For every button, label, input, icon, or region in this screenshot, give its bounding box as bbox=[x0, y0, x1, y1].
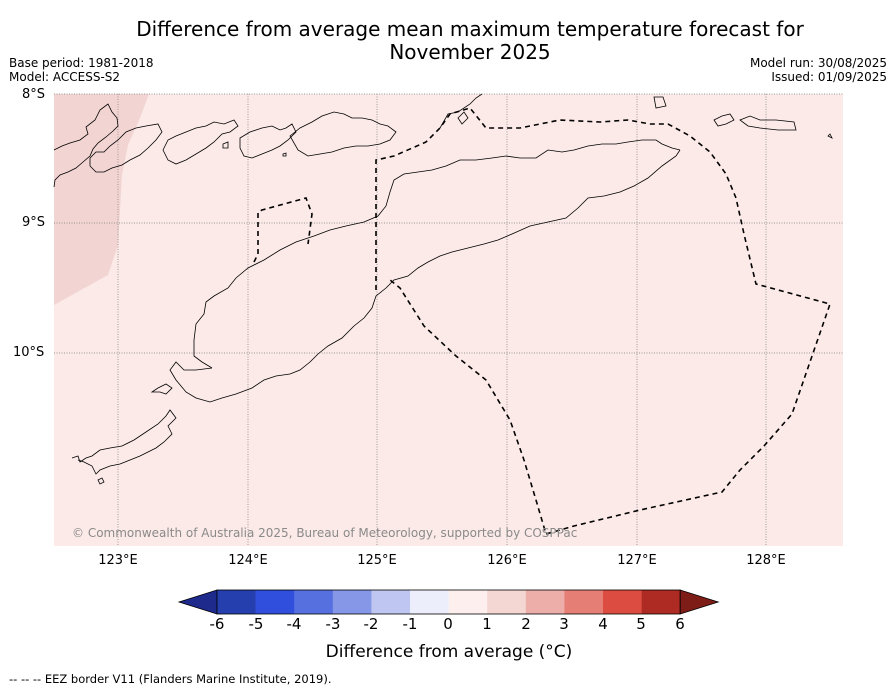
map-background bbox=[54, 94, 843, 546]
lon-label-124e: 124°E bbox=[228, 553, 268, 568]
gridlines bbox=[54, 93, 843, 546]
lat-label-10s: 10°S bbox=[13, 345, 45, 360]
timor-west-tip bbox=[150, 383, 173, 395]
lon-label-127e: 127°E bbox=[617, 553, 657, 568]
map-title: Difference from average mean maximum tem… bbox=[0, 18, 896, 64]
meta-right: Model run: 30/08/2025 Issued: 01/09/2025 bbox=[750, 56, 887, 84]
leti-island bbox=[739, 115, 797, 131]
colorbar-title: Difference from average (°C) bbox=[325, 642, 573, 662]
wetar-island bbox=[439, 93, 483, 129]
colorbar-segment bbox=[371, 590, 411, 614]
lat-label-8s: 8°S bbox=[22, 87, 46, 102]
small-island-3 bbox=[653, 96, 667, 109]
copyright-text: © Commonwealth of Australia 2025, Bureau… bbox=[72, 526, 578, 540]
flores-inner bbox=[89, 123, 163, 173]
lon-label-128e: 128°E bbox=[746, 553, 786, 568]
title-line-1: Difference from average mean maximum tem… bbox=[136, 17, 804, 41]
eez-border bbox=[253, 107, 832, 535]
cb-tick-3: 3 bbox=[559, 615, 569, 633]
kisar-island bbox=[713, 113, 735, 127]
eez-main bbox=[375, 107, 832, 535]
warm-anomaly-patch bbox=[54, 94, 149, 305]
colorbar-segment bbox=[525, 590, 565, 614]
coastlines bbox=[53, 93, 833, 485]
colorbar-segment bbox=[294, 590, 334, 614]
eez-oecusse bbox=[253, 197, 313, 263]
issued-text: Issued: 01/09/2025 bbox=[771, 70, 887, 84]
model-run-text: Model run: 30/08/2025 bbox=[749, 56, 887, 70]
cb-tick-minus4: -4 bbox=[286, 615, 302, 633]
cb-tick-minus5: -5 bbox=[248, 615, 264, 633]
timor-south-coast bbox=[169, 149, 681, 403]
cb-tick-minus3: -3 bbox=[325, 615, 341, 633]
cb-tick-6: 6 bbox=[675, 615, 685, 633]
colorbar-segment bbox=[255, 590, 295, 614]
alor-island bbox=[239, 123, 297, 159]
colorbar-extend-low bbox=[177, 589, 218, 615]
colorbar-segment bbox=[603, 590, 642, 614]
colorbar-segment bbox=[448, 590, 488, 614]
cb-tick-4: 4 bbox=[598, 615, 608, 633]
colorbar-segment bbox=[332, 590, 372, 614]
cb-tick-1: 1 bbox=[482, 615, 492, 633]
colorbar-segment bbox=[487, 590, 527, 614]
small-island-2 bbox=[282, 152, 287, 157]
colorbar-segment bbox=[217, 590, 256, 614]
base-period-text: Base period: 1981-2018 bbox=[9, 56, 154, 70]
model-text: Model: ACCESS-S2 bbox=[9, 70, 121, 84]
small-island-5 bbox=[97, 477, 105, 485]
small-island-4 bbox=[827, 133, 833, 139]
alor-east bbox=[289, 111, 397, 157]
cb-tick-0: 0 bbox=[443, 615, 453, 633]
colorbar-segment bbox=[410, 590, 449, 614]
cb-tick-2: 2 bbox=[521, 615, 531, 633]
title-line-2: November 2025 bbox=[389, 40, 551, 64]
cb-tick-minus6: -6 bbox=[209, 615, 225, 633]
pantar-island bbox=[162, 119, 239, 165]
lon-label-123e: 123°E bbox=[98, 553, 138, 568]
eez-footnote: -- -- -- EEZ border V11 (Flanders Marine… bbox=[9, 672, 332, 686]
roti-coast bbox=[71, 409, 177, 475]
colorbar-segments bbox=[177, 589, 720, 615]
cb-tick-minus1: -1 bbox=[402, 615, 418, 633]
meta-left: Base period: 1981-2018 Model: ACCESS-S2 bbox=[9, 56, 154, 84]
timor-north-coast bbox=[193, 139, 681, 369]
small-island-1 bbox=[222, 141, 229, 149]
lat-label-9s: 9°S bbox=[22, 215, 46, 230]
colorbar-segment bbox=[641, 590, 681, 614]
colorbar-extend-high bbox=[679, 589, 720, 615]
lon-label-125e: 125°E bbox=[357, 553, 397, 568]
atauro-island bbox=[457, 111, 469, 125]
flores-coast bbox=[53, 103, 119, 188]
cb-tick-minus2: -2 bbox=[363, 615, 379, 633]
cb-tick-5: 5 bbox=[636, 615, 646, 633]
colorbar-segment bbox=[564, 590, 604, 614]
lon-label-126e: 126°E bbox=[487, 553, 527, 568]
